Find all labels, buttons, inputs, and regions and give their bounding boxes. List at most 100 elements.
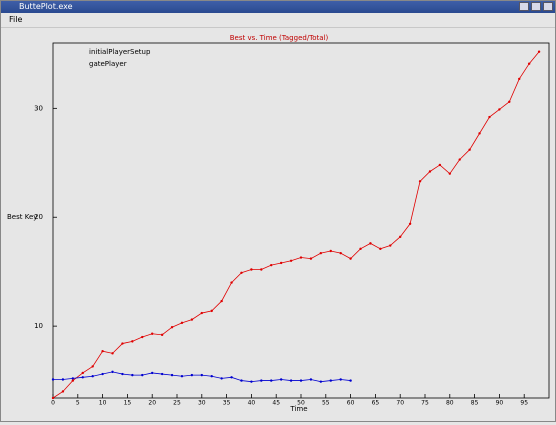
- x-tick-label: 25: [173, 400, 181, 407]
- data-point: [428, 170, 432, 173]
- data-point: [151, 371, 154, 375]
- close-button[interactable]: [543, 2, 553, 11]
- window-title: ButtePlot.exe: [19, 2, 73, 11]
- data-point: [91, 365, 94, 368]
- x-tick-label: 60: [347, 400, 355, 407]
- data-point: [71, 377, 75, 380]
- data-point: [488, 115, 491, 119]
- x-tick-label: 10: [99, 400, 107, 407]
- data-point: [111, 352, 114, 355]
- x-tick-label: 55: [322, 400, 330, 407]
- data-point: [101, 372, 104, 376]
- data-point: [190, 373, 194, 377]
- menu-bar: File: [1, 13, 555, 28]
- data-point: [309, 378, 313, 381]
- x-tick-label: 90: [496, 400, 504, 407]
- data-point: [200, 311, 203, 315]
- data-point: [131, 340, 134, 343]
- data-point: [190, 318, 194, 321]
- series-line: [52, 51, 540, 399]
- x-tick-label: 50: [297, 400, 305, 407]
- data-point: [131, 373, 134, 377]
- y-tick-label: 30: [34, 104, 43, 112]
- data-point: [329, 249, 332, 253]
- data-point: [180, 375, 184, 378]
- data-point: [61, 390, 65, 393]
- data-point: [141, 335, 144, 339]
- data-point: [51, 378, 55, 381]
- data-point: [379, 247, 382, 251]
- data-point: [210, 309, 213, 313]
- title-bar: ButtePlot.exe: [1, 1, 555, 13]
- data-point: [399, 235, 402, 239]
- y-axis-label: Best Key: [7, 213, 37, 221]
- x-tick-label: 65: [372, 400, 380, 407]
- data-point: [369, 242, 372, 245]
- data-point: [299, 379, 303, 382]
- chart: Best vs. Time (Tagged/Total) Best Key Ti…: [7, 34, 550, 413]
- data-point: [210, 375, 213, 378]
- data-point: [260, 379, 263, 382]
- data-point: [408, 222, 412, 225]
- chart-title: Best vs. Time (Tagged/Total): [230, 34, 329, 42]
- data-point: [200, 373, 203, 377]
- data-point: [250, 268, 253, 271]
- x-tick-label: 40: [248, 400, 256, 407]
- data-point: [270, 263, 273, 267]
- data-point: [279, 378, 283, 381]
- data-point: [160, 372, 164, 376]
- maximize-button[interactable]: [531, 2, 541, 11]
- data-point: [240, 271, 243, 274]
- data-point: [91, 375, 94, 378]
- data-point: [309, 257, 313, 260]
- minimize-button[interactable]: [519, 2, 529, 11]
- data-point: [270, 379, 273, 382]
- data-point: [160, 333, 164, 337]
- data-point: [151, 332, 154, 335]
- data-point: [220, 377, 223, 380]
- x-tick-label: 20: [148, 400, 156, 407]
- x-tick-label: 5: [76, 400, 80, 407]
- y-tick-label: 10: [34, 322, 43, 330]
- data-point: [518, 77, 521, 81]
- data-point: [81, 371, 84, 375]
- data-point: [61, 378, 65, 381]
- data-point: [458, 158, 461, 161]
- x-tick-label: 30: [198, 400, 206, 407]
- data-point: [359, 247, 362, 251]
- data-point: [289, 259, 293, 262]
- data-point: [418, 180, 422, 183]
- data-point: [101, 349, 104, 353]
- data-point: [51, 396, 55, 400]
- x-tick-label: 45: [272, 400, 280, 407]
- y-tick-label: 20: [34, 213, 43, 221]
- data-point: [527, 62, 531, 65]
- menu-file[interactable]: File: [9, 15, 23, 24]
- data-point: [81, 376, 84, 379]
- data-point: [339, 251, 342, 255]
- data-point: [448, 172, 451, 175]
- data-point: [329, 379, 332, 382]
- data-point: [141, 373, 144, 377]
- data-point: [170, 373, 174, 377]
- x-tick-label: 75: [421, 400, 429, 407]
- data-point: [220, 299, 223, 303]
- data-point: [289, 379, 293, 382]
- x-axis-label: Time: [289, 405, 307, 413]
- data-point: [250, 380, 253, 383]
- data-point: [299, 256, 303, 259]
- data-point: [498, 108, 501, 111]
- data-point: [537, 50, 541, 53]
- data-point: [508, 100, 511, 104]
- data-point: [319, 380, 323, 383]
- data-point: [230, 281, 233, 284]
- data-point: [389, 244, 392, 247]
- x-tick-label: 95: [520, 400, 528, 407]
- x-tick-label: 35: [223, 400, 231, 407]
- data-point: [111, 370, 114, 374]
- legend-label: gatePlayer: [89, 60, 127, 68]
- data-point: [121, 342, 124, 345]
- x-tick-label: 0: [51, 400, 55, 407]
- data-point: [349, 379, 352, 382]
